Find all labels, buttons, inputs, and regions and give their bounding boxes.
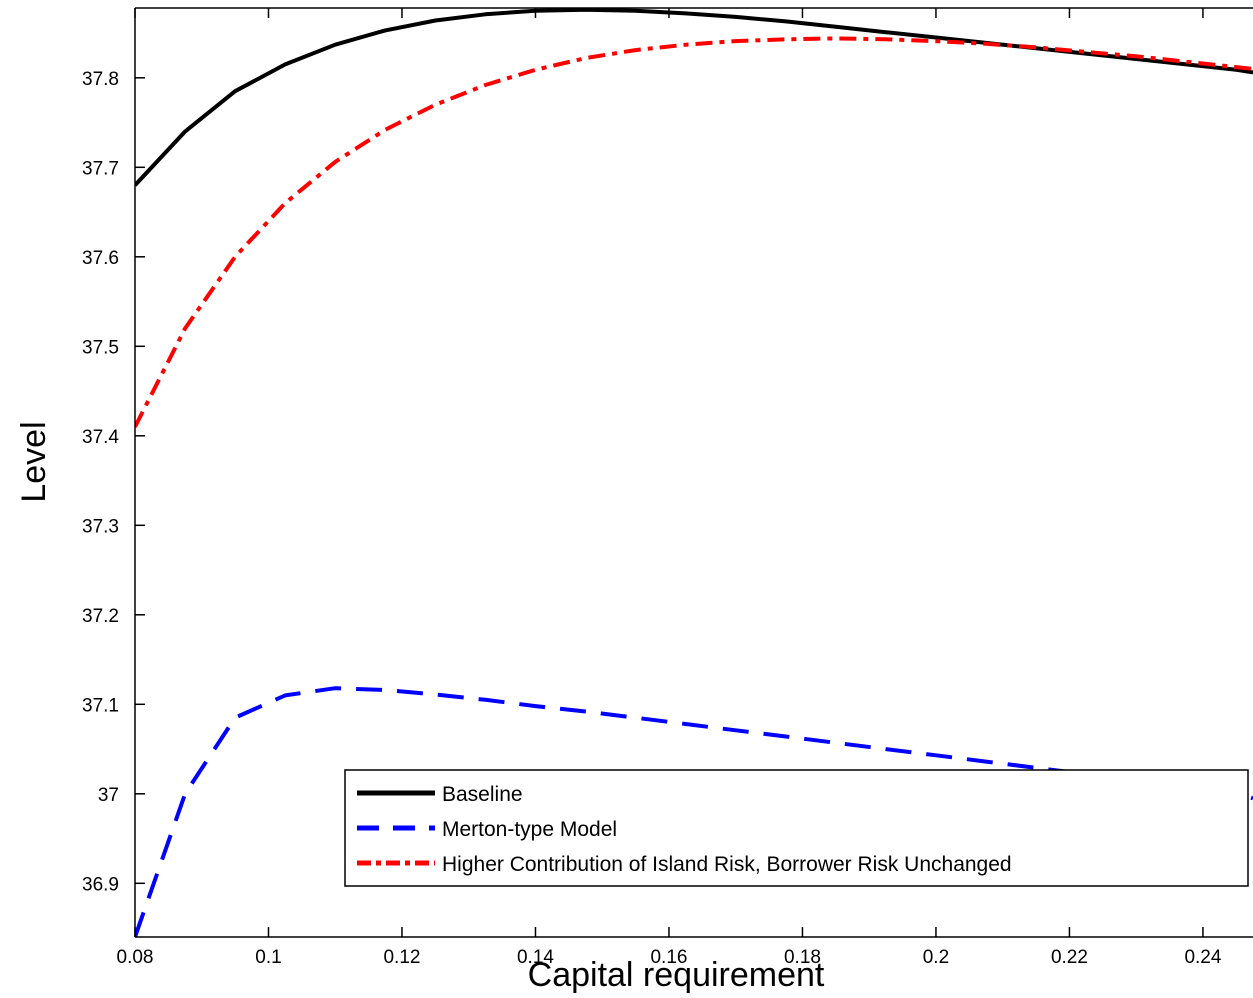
- legend-label-3: Higher Contribution of Island Risk, Borr…: [442, 853, 1012, 876]
- legend: Baseline Merton-type Model Higher Contribu…: [344, 769, 1249, 887]
- x-axis-title: Capital requirement: [528, 956, 825, 994]
- y-tick-label: 37.2: [82, 606, 119, 627]
- y-tick-label: 37.4: [82, 427, 119, 448]
- y-tick-label: 36.9: [82, 874, 119, 895]
- x-tick-label: 0.08: [117, 947, 154, 968]
- x-tick-label: 0.1: [255, 947, 281, 968]
- x-tick-label: 0.12: [383, 947, 420, 968]
- y-axis-ticks: 36.9 37 37.1 37.2 37.3 37.4 37.5 37.6 37.7 37.8: [82, 69, 145, 895]
- x-tick-label: 0.14: [517, 947, 554, 968]
- y-axis-title: Level: [15, 421, 53, 502]
- y-tick-label: 37.6: [82, 248, 119, 269]
- x-tick-label: 0.2: [923, 947, 949, 968]
- y-tick-label: 37.7: [82, 158, 119, 179]
- series-line-1: [135, 8, 1253, 187]
- y-tick-label: 37: [98, 785, 119, 806]
- legend-label-2: Merton-type Model: [442, 818, 617, 841]
- x-tick-label: 0.18: [784, 947, 821, 968]
- x-tick-label: 0.22: [1051, 947, 1088, 968]
- x-tick-label: 0.16: [650, 947, 687, 968]
- y-tick-label: 37.1: [82, 695, 119, 716]
- y-tick-label: 37.3: [82, 516, 119, 537]
- legend-label-1: Baseline: [442, 783, 523, 806]
- y-tick-label: 37.5: [82, 337, 119, 358]
- plot-frame: [134, 7, 1253, 938]
- y-tick-label: 37.8: [82, 69, 119, 90]
- x-axis-ticks: 0.08 0.1 0.12 0.14 0.16 0.18 0.2 0.22 0.24: [117, 8, 1222, 968]
- series-line-3: [135, 36, 1253, 428]
- legend-box: [344, 769, 1249, 887]
- x-tick-label: 0.24: [1184, 947, 1221, 968]
